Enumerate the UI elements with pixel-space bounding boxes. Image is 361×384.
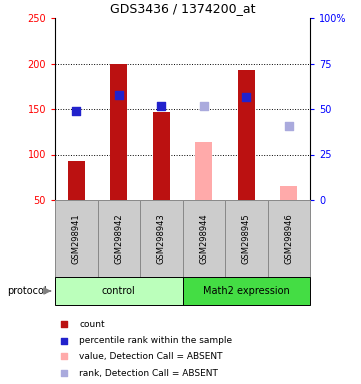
Bar: [153, 112, 170, 200]
Point: [61, 321, 67, 327]
Point: [73, 108, 79, 114]
Title: GDS3436 / 1374200_at: GDS3436 / 1374200_at: [110, 2, 255, 15]
Bar: [68, 161, 85, 200]
Text: GSM298944: GSM298944: [199, 213, 208, 264]
Bar: [110, 63, 127, 200]
Text: protocol: protocol: [7, 286, 47, 296]
Point: [61, 370, 67, 376]
Text: value, Detection Call = ABSENT: value, Detection Call = ABSENT: [79, 352, 222, 361]
Point: [61, 353, 67, 359]
Bar: [55, 277, 183, 305]
Text: count: count: [79, 320, 105, 329]
Point: [201, 103, 206, 109]
Text: GSM298943: GSM298943: [157, 213, 166, 264]
Text: rank, Detection Call = ABSENT: rank, Detection Call = ABSENT: [79, 369, 218, 378]
Text: percentile rank within the sample: percentile rank within the sample: [79, 336, 232, 345]
Text: GSM298942: GSM298942: [114, 213, 123, 264]
Text: Math2 expression: Math2 expression: [203, 286, 290, 296]
Point: [286, 123, 292, 129]
Text: control: control: [102, 286, 136, 296]
Point: [158, 103, 164, 109]
Bar: [195, 142, 212, 200]
Point: [116, 92, 122, 98]
Text: GSM298941: GSM298941: [72, 213, 81, 264]
Bar: [225, 200, 268, 277]
Bar: [183, 277, 310, 305]
Point: [61, 338, 67, 344]
Point: [243, 94, 249, 100]
Bar: [55, 200, 97, 277]
Bar: [140, 200, 183, 277]
Bar: [268, 200, 310, 277]
Bar: [280, 186, 297, 200]
Text: GSM298945: GSM298945: [242, 213, 251, 264]
Bar: [97, 200, 140, 277]
Text: GSM298946: GSM298946: [284, 213, 293, 264]
Bar: [183, 200, 225, 277]
Bar: [238, 70, 255, 200]
